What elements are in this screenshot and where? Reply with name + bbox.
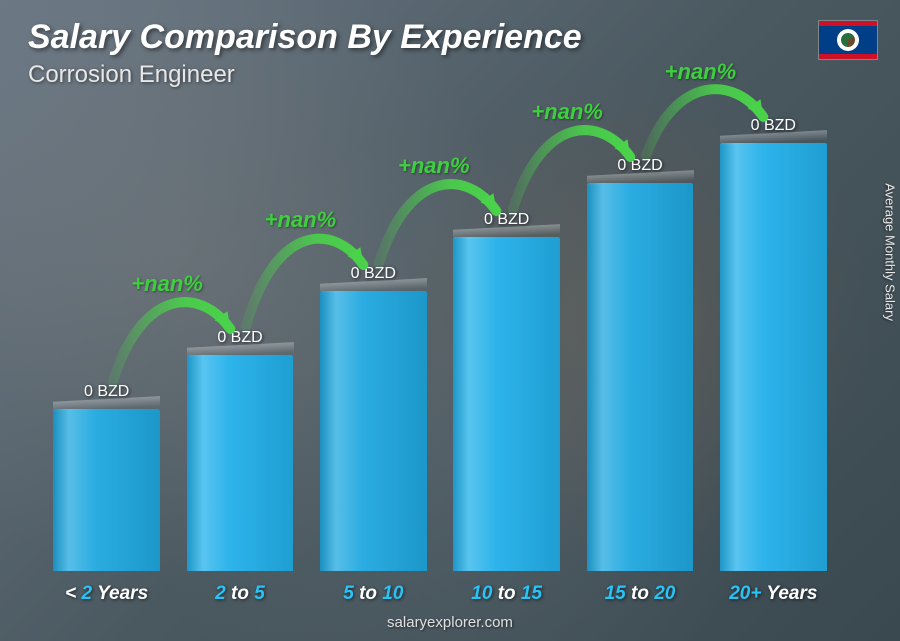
bar-value: 0 BZD [617,157,662,175]
bar-slot: 0 BZD< 2 Years [40,120,173,571]
bar-face [453,237,560,571]
bar-slot: 0 BZD10 to 15 [440,120,573,571]
bar-label: 10 to 15 [471,583,542,605]
growth-label: +nan% [398,153,470,179]
belize-flag-icon [818,20,878,60]
growth-label: +nan% [265,207,337,233]
bar: 0 BZD [587,183,694,571]
flag-emblem-circle [837,29,859,51]
bar: 0 BZD [187,355,294,571]
bar-label: 20+ Years [729,583,817,605]
bar-value: 0 BZD [751,117,796,135]
bars-area: 0 BZD< 2 Years0 BZD2 to 50 BZD5 to 100 B… [40,120,840,571]
flag-emblem-inner [841,33,855,47]
bar-label: < 2 Years [65,583,148,605]
bar: 0 BZD [53,409,160,571]
chart-container: Salary Comparison By Experience Corrosio… [0,0,900,641]
bar-face [187,355,294,571]
bar-slot: 0 BZD20+ Years [707,120,840,571]
growth-label: +nan% [665,59,737,85]
bar: 0 BZD [320,291,427,571]
chart-title: Salary Comparison By Experience [28,18,810,57]
bar-slot: 0 BZD5 to 10 [307,120,440,571]
flag-stripe-bot [819,54,877,59]
bar-slot: 0 BZD2 to 5 [173,120,306,571]
y-axis-label: Average Monthly Salary [883,183,898,321]
bar-value: 0 BZD [351,265,396,283]
bar-face [320,291,427,571]
bar-face [587,183,694,571]
bar-value: 0 BZD [217,329,262,347]
bar-face [720,143,827,571]
growth-label: +nan% [531,99,603,125]
bar-value: 0 BZD [484,211,529,229]
bar: 0 BZD [720,143,827,571]
growth-label: +nan% [131,271,203,297]
flag-stripe-mid [819,26,877,55]
bar-face [53,409,160,571]
bar: 0 BZD [453,237,560,571]
bar-label: 2 to 5 [215,583,265,605]
bar-value: 0 BZD [84,383,129,401]
bar-slot: 0 BZD15 to 20 [573,120,706,571]
footer-attribution: salaryexplorer.com [0,614,900,631]
bar-label: 5 to 10 [343,583,403,605]
bar-label: 15 to 20 [605,583,676,605]
